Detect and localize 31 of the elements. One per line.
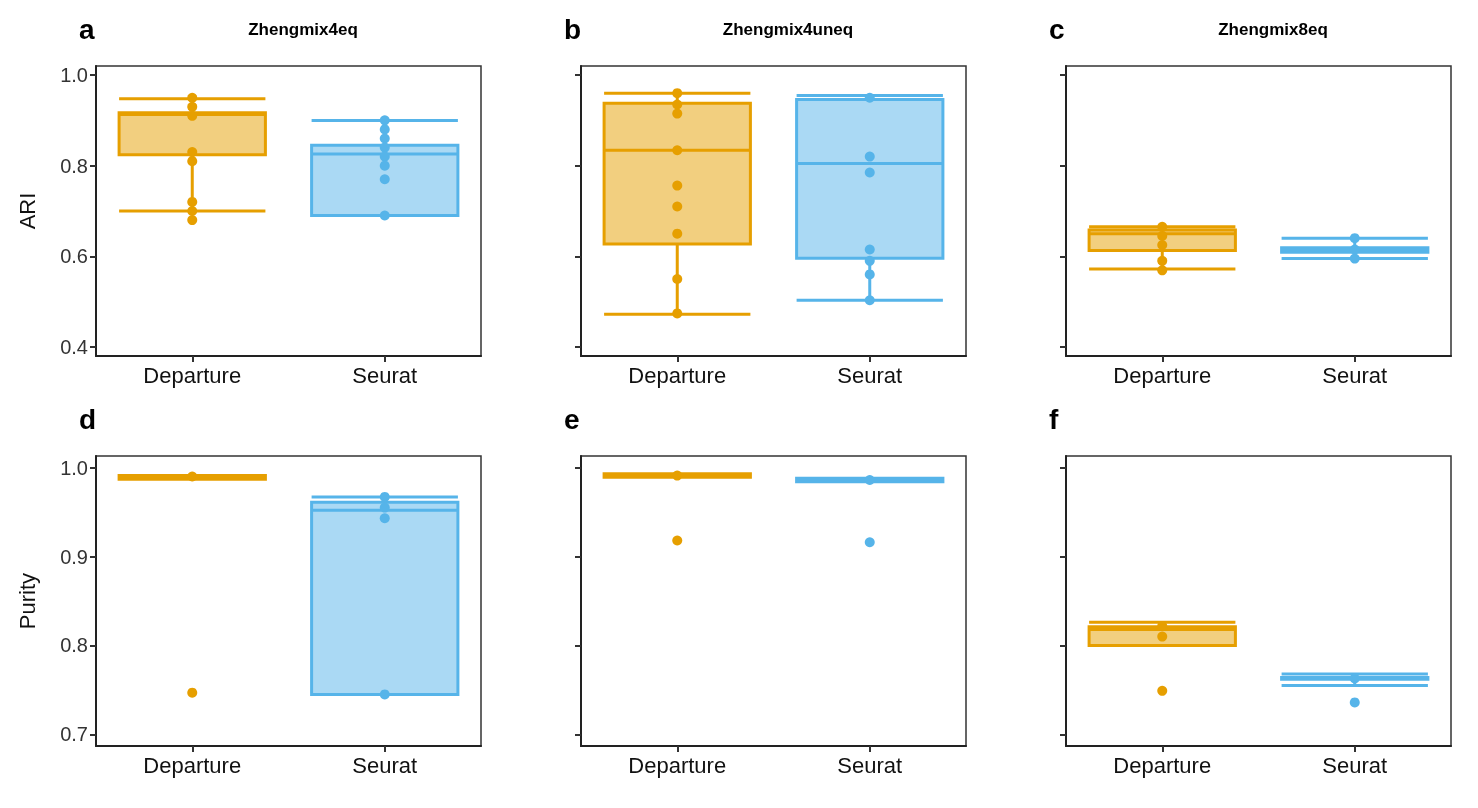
y-axis-title: Purity — [14, 572, 40, 630]
x-tick-label: Seurat — [352, 362, 418, 388]
x-tick-label: Departure — [1113, 752, 1212, 778]
text: b — [564, 13, 582, 45]
text: e — [564, 403, 580, 435]
x-tick-label: Seurat — [352, 752, 418, 778]
y-axis-title: ARI — [14, 192, 40, 230]
y-tick-label: 0.6 — [60, 245, 88, 268]
x-tick-label: Seurat — [1322, 362, 1388, 388]
text: d — [79, 403, 97, 435]
y-tick-label: 0.8 — [60, 154, 88, 177]
y-tick-label: 0.4 — [60, 335, 88, 358]
text: c — [1049, 13, 1065, 45]
y-tick-label: 0.7 — [60, 723, 88, 746]
x-tick-label: Departure — [143, 752, 242, 778]
text: f — [1049, 403, 1059, 435]
y-tick-label: 1.0 — [60, 456, 88, 479]
x-tick-label: Seurat — [1322, 752, 1388, 778]
y-tick-label: 0.9 — [60, 545, 88, 568]
text: a — [79, 13, 95, 45]
x-tick-label: Departure — [143, 362, 242, 388]
chart-title: Zhengmix4uneq — [722, 20, 854, 39]
y-tick-label: 0.8 — [60, 634, 88, 657]
x-tick-label: Departure — [628, 362, 727, 388]
y-tick-label: 1.0 — [60, 64, 88, 87]
x-tick-label: Departure — [628, 752, 727, 778]
chart-title: Zhengmix4eq — [248, 20, 358, 39]
x-tick-label: Seurat — [837, 752, 903, 778]
x-tick-label: Departure — [1113, 362, 1212, 388]
chart-title: Zhengmix8eq — [1218, 20, 1328, 39]
x-tick-label: Seurat — [837, 362, 903, 388]
